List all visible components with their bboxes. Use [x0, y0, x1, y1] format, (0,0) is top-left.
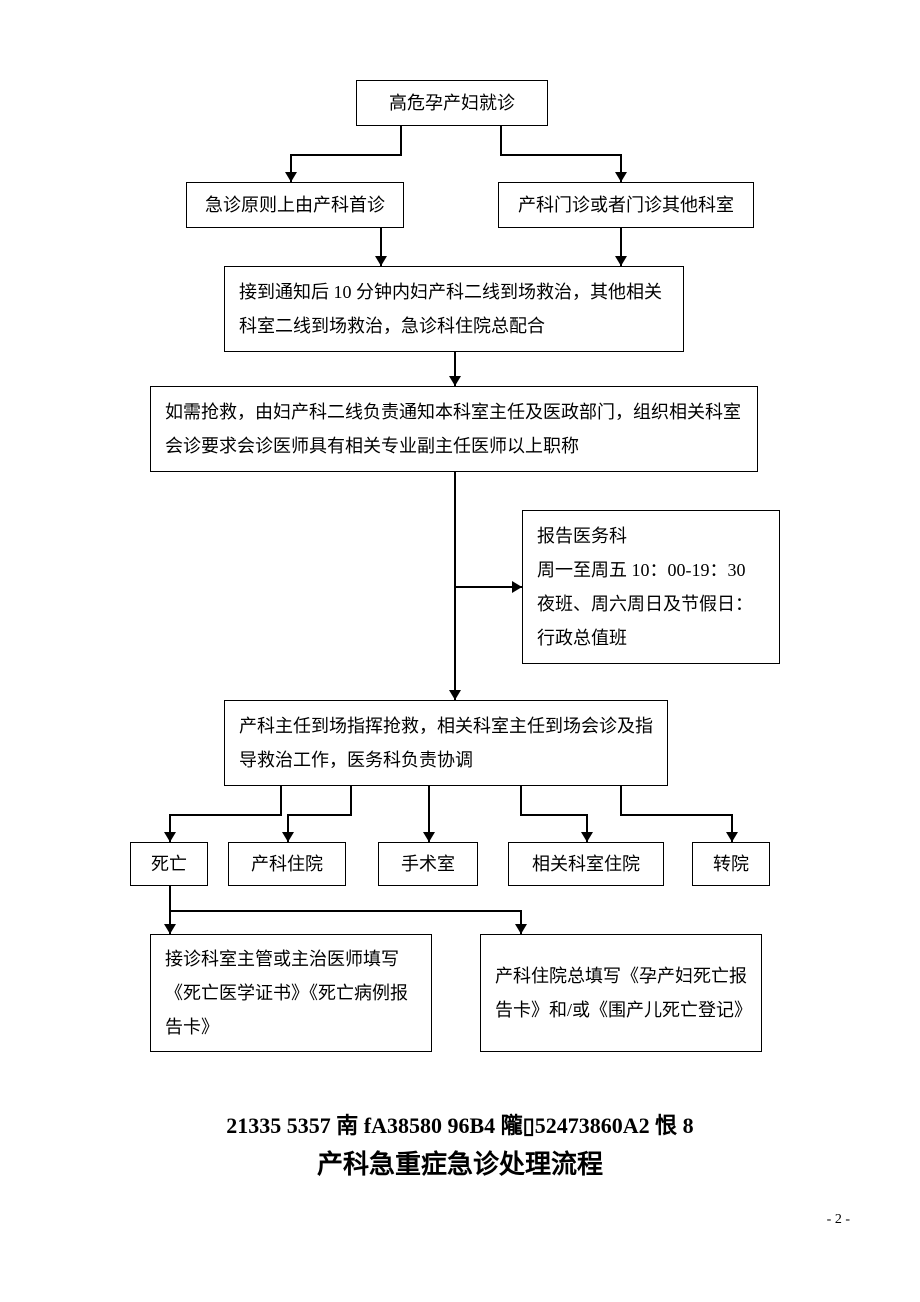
node-death-report-1: 接诊科室主管或主治医师填写《死亡医学证书》《死亡病例报告卡》 [150, 934, 432, 1052]
node-outcome-admit-ob: 产科住院 [228, 842, 346, 886]
node-outcome-transfer: 转院 [692, 842, 770, 886]
footer-line-1: 21335 5357 南 fA38580 96B4 隴▯52473860A2 恨… [0, 1108, 920, 1140]
footer-line-2: 产科急重症急诊处理流程 [0, 1144, 920, 1181]
page-number: - 2 - [827, 1212, 850, 1228]
node-rescue-org: 如需抢救，由妇产科二线负责通知本科室主任及医政部门，组织相关科室会诊要求会诊医师… [150, 386, 758, 472]
node-emergency-first: 急诊原则上由产科首诊 [186, 182, 404, 228]
node-director-command: 产科主任到场指挥抢救，相关科室主任到场会诊及指导救治工作，医务科负责协调 [224, 700, 668, 786]
node-report-medical: 报告医务科 周一至周五 10：00-19：30 夜班、周六周日及节假日：行政总值… [522, 510, 780, 664]
node-outpatient: 产科门诊或者门诊其他科室 [498, 182, 754, 228]
node-death-report-2: 产科住院总填写《孕产妇死亡报告卡》和/或《围产儿死亡登记》 [480, 934, 762, 1052]
node-start: 高危孕产妇就诊 [356, 80, 548, 126]
node-outcome-admit-other: 相关科室住院 [508, 842, 664, 886]
node-outcome-or: 手术室 [378, 842, 478, 886]
node-notify-10min: 接到通知后 10 分钟内妇产科二线到场救治，其他相关科室二线到场救治，急诊科住院… [224, 266, 684, 352]
node-outcome-death: 死亡 [130, 842, 208, 886]
